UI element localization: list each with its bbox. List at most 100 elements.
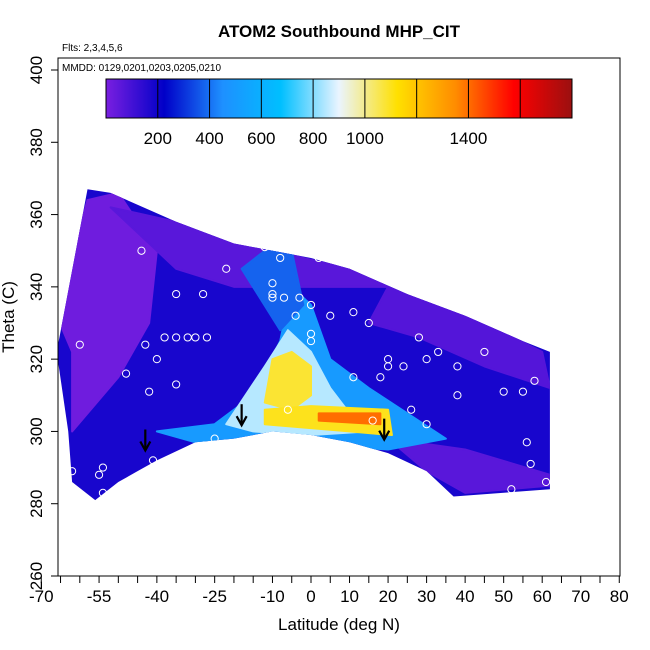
sample-point xyxy=(518,387,528,396)
sample-point xyxy=(422,355,431,364)
x-axis-title: Latitude (deg N) xyxy=(278,615,400,634)
chart-title: ATOM2 Southbound MHP_CIT xyxy=(218,22,461,41)
sample-point xyxy=(461,496,470,505)
colorbar-tick-label: 1400 xyxy=(450,129,488,148)
sample-point xyxy=(199,289,208,299)
sample-point xyxy=(453,362,462,371)
sample-point xyxy=(172,289,181,299)
field-region-yellow-core xyxy=(263,350,312,411)
sample-point xyxy=(414,333,423,342)
sample-point xyxy=(422,420,431,429)
sample-point xyxy=(268,279,277,288)
sample-point xyxy=(148,456,158,465)
sample-point xyxy=(279,293,289,302)
sample-point xyxy=(152,355,161,364)
sample-point xyxy=(530,376,539,385)
x-tick-label: -70 xyxy=(29,587,54,606)
sample-point xyxy=(349,373,358,382)
sample-point xyxy=(383,362,393,371)
sample-point xyxy=(499,387,508,396)
sample-point xyxy=(326,311,335,320)
sample-point xyxy=(260,243,269,252)
y-tick-label: 400 xyxy=(27,56,46,84)
sample-point xyxy=(183,333,192,342)
sample-point xyxy=(94,470,104,479)
sample-point xyxy=(172,333,181,342)
sample-point xyxy=(145,387,154,396)
sample-point xyxy=(141,340,150,349)
x-tick-label: 30 xyxy=(417,587,436,606)
down-arrow-head xyxy=(235,415,248,428)
sample-point xyxy=(526,459,535,469)
sample-point xyxy=(345,253,354,263)
sample-point xyxy=(121,369,131,378)
colorbar-gradient xyxy=(105,78,573,119)
x-tick-label: -40 xyxy=(145,587,170,606)
sample-point xyxy=(306,329,316,338)
sample-point xyxy=(276,253,285,263)
colorbar: 200 400 600 800 1000 1400 xyxy=(105,78,573,148)
sample-point xyxy=(306,300,316,310)
down-arrow xyxy=(378,418,391,442)
y-tick-label: 360 xyxy=(27,200,46,228)
colorbar-tick-label: 600 xyxy=(247,129,275,148)
sample-point xyxy=(318,250,327,259)
sample-point xyxy=(137,246,146,255)
sample-point xyxy=(434,347,443,357)
sample-point xyxy=(172,380,181,389)
sample-point xyxy=(210,434,219,443)
x-tick-label: 10 xyxy=(340,587,359,606)
sample-point xyxy=(368,416,377,425)
sample-point xyxy=(202,333,212,342)
sample-point xyxy=(522,438,531,447)
sample-point xyxy=(283,405,292,414)
y-axis-title: Theta (C) xyxy=(0,281,18,353)
sample-point xyxy=(349,308,358,317)
sample-point xyxy=(295,293,304,302)
y-tick-label: 260 xyxy=(27,562,46,590)
sample-point xyxy=(399,362,408,371)
sample-point xyxy=(98,463,108,472)
sample-point xyxy=(191,333,200,342)
down-arrow xyxy=(235,404,248,428)
sample-point xyxy=(98,488,108,497)
sample-point xyxy=(407,405,416,414)
sample-point xyxy=(222,264,231,273)
sample-point xyxy=(541,477,551,487)
sample-point xyxy=(507,485,516,494)
colorbar-tick-label: 800 xyxy=(299,129,327,148)
sample-point xyxy=(480,347,489,357)
x-tick-label: 80 xyxy=(610,587,629,606)
sample-point xyxy=(364,318,373,328)
y-tick-label: 300 xyxy=(27,417,46,445)
sample-point xyxy=(453,391,462,400)
sample-point xyxy=(268,289,277,299)
colorbar-tick-label: 400 xyxy=(195,129,223,148)
down-arrow-head xyxy=(139,440,152,453)
sample-point xyxy=(376,373,385,382)
sample-point xyxy=(291,311,300,320)
x-tick-label: 70 xyxy=(571,587,590,606)
dates-note: MMDD: 0129,0201,0203,0205,0210 xyxy=(62,63,221,74)
sample-point xyxy=(160,333,169,342)
plot-area xyxy=(56,189,551,505)
y-tick-label: 340 xyxy=(27,273,46,301)
down-arrow-head xyxy=(378,430,391,442)
sample-point xyxy=(75,340,84,349)
down-arrow xyxy=(139,429,152,453)
y-tick-label: 380 xyxy=(27,128,46,156)
x-axis: -70 -55 -40 -25 -10 0 10 20 30 40 50 60 70 80 xyxy=(29,575,629,606)
y-tick-label: 280 xyxy=(27,490,46,518)
x-tick-label: -25 xyxy=(202,587,227,606)
x-tick-label: 50 xyxy=(494,587,513,606)
x-tick-label: 0 xyxy=(306,587,315,606)
sample-point xyxy=(268,293,277,302)
x-tick-label: -55 xyxy=(87,587,112,606)
x-tick-label: 40 xyxy=(456,587,475,606)
field-region-lower-right xyxy=(387,437,550,494)
sample-point xyxy=(67,467,77,476)
colorbar-tick-label: 200 xyxy=(144,129,172,148)
x-tick-label: 20 xyxy=(379,587,398,606)
y-tick-label: 320 xyxy=(27,345,46,373)
